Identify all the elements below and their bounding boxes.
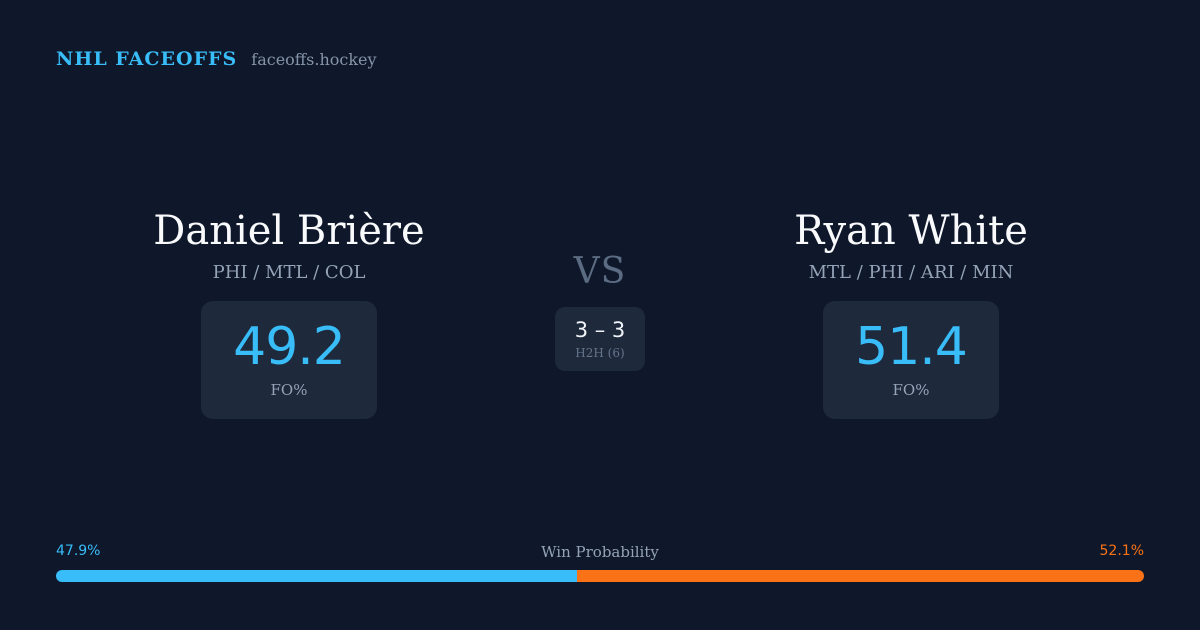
head-to-head-card: 3 – 3 H2H (6): [554, 307, 646, 371]
player-name: Ryan White: [794, 208, 1028, 254]
player-right: Ryan White MTL / PHI / ARI / MIN 51.4 FO…: [681, 205, 1141, 419]
faceoff-label: FO%: [892, 381, 930, 399]
faceoff-stat-card: 51.4 FO%: [823, 301, 999, 419]
win-probability-bar: [56, 570, 1144, 582]
win-probability-left: 47.9%: [56, 543, 101, 559]
site-domain: faceoffs.hockey: [251, 50, 377, 69]
player-teams: PHI / MTL / COL: [212, 262, 366, 283]
win-probability-labels: 47.9% Win Probability 52.1%: [56, 543, 1144, 563]
versus-label: VS: [573, 251, 627, 292]
win-probability-right: 52.1%: [1099, 543, 1144, 559]
head-to-head-score: 3 – 3: [574, 318, 626, 342]
versus-block: VS 3 – 3 H2H (6): [500, 252, 700, 371]
faceoff-percentage: 51.4: [855, 317, 968, 377]
win-probability-fill-left: [56, 570, 578, 582]
header: NHL FACEOFFS faceoffs.hockey: [56, 48, 377, 70]
win-probability-fill-right: [577, 570, 1144, 582]
player-name: Daniel Brière: [153, 208, 425, 254]
faceoff-percentage: 49.2: [233, 317, 346, 377]
faceoff-label: FO%: [270, 381, 308, 399]
head-to-head-label: H2H (6): [575, 346, 625, 360]
player-left: Daniel Brière PHI / MTL / COL 49.2 FO%: [59, 205, 519, 419]
player-teams: MTL / PHI / ARI / MIN: [808, 262, 1014, 283]
faceoff-stat-card: 49.2 FO%: [201, 301, 377, 419]
win-probability-title: Win Probability: [541, 543, 659, 561]
brand-title: NHL FACEOFFS: [56, 48, 238, 70]
